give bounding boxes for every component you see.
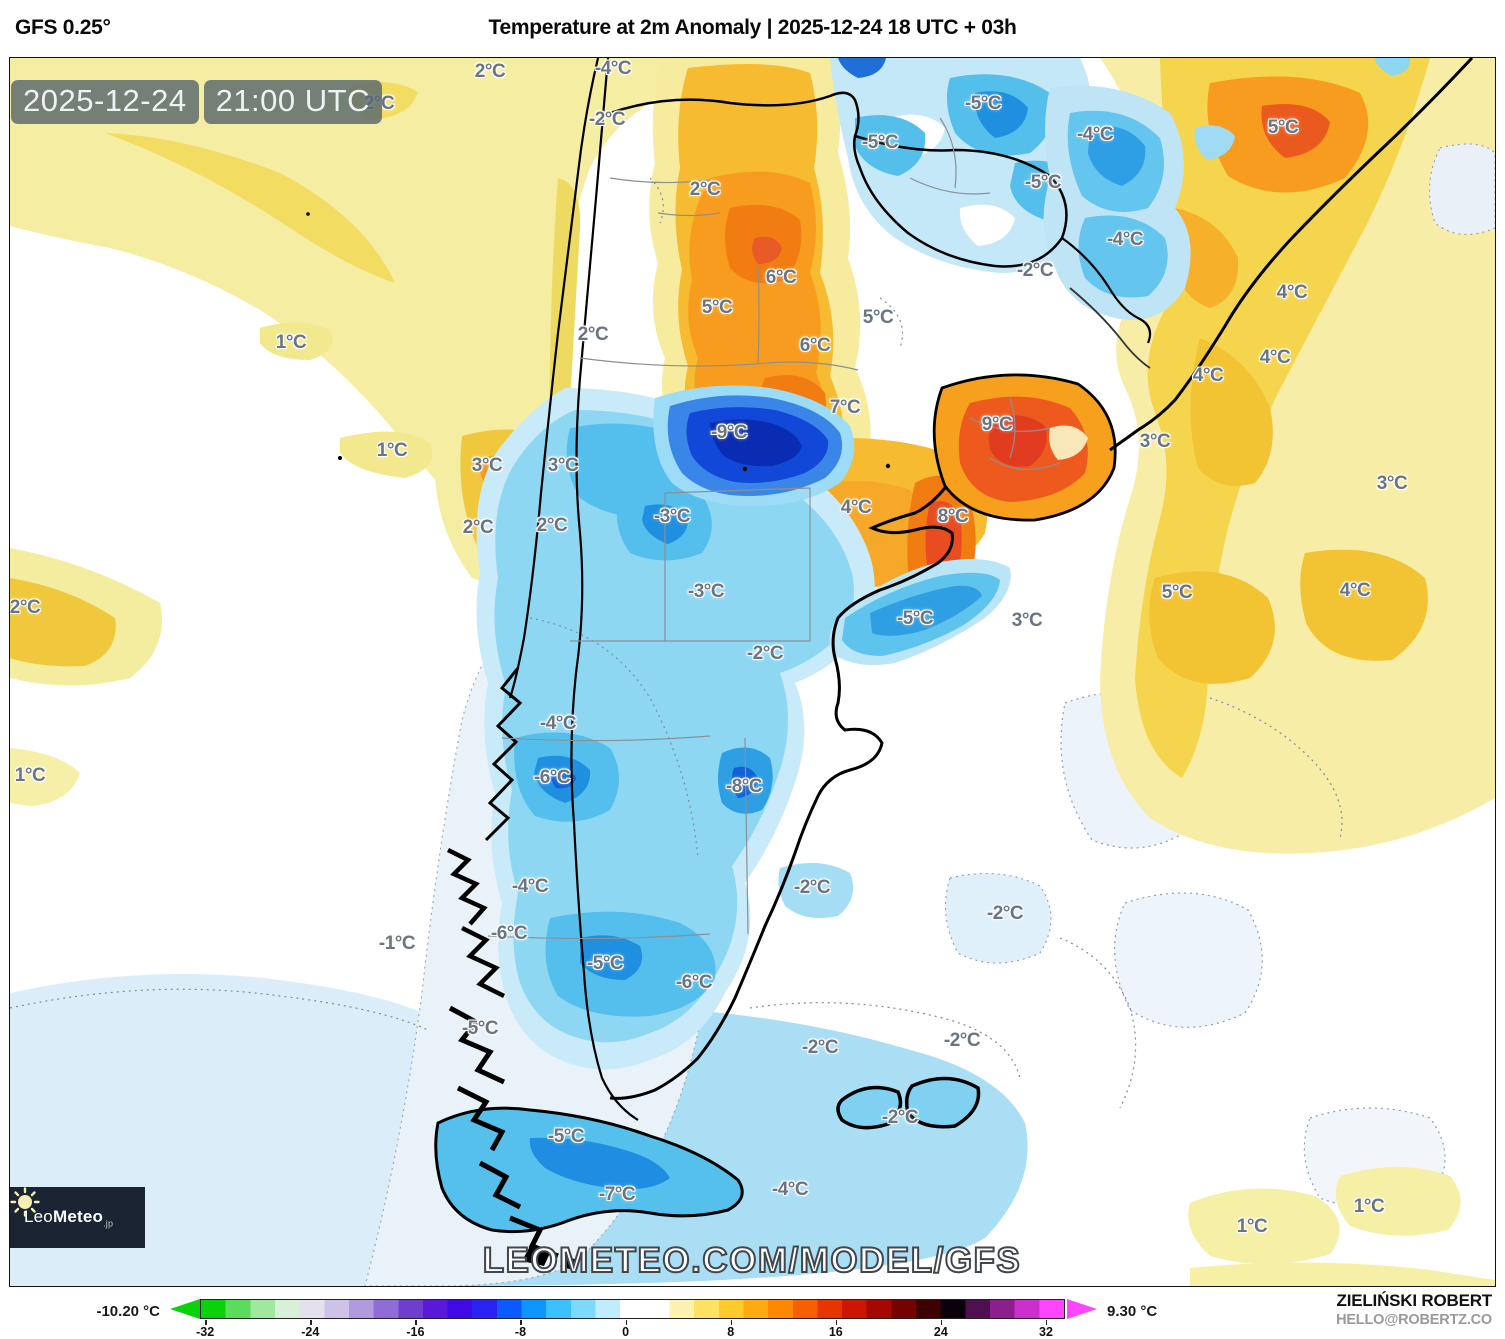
- small-islands: [306, 212, 891, 472]
- cold-anomaly-rio-de-la-plata: [829, 559, 1011, 666]
- timestamp-date: 2025-12-24: [11, 80, 199, 124]
- colorbar-footer: -10.20 °C -32 -24 -16 -8 0 8 16 24 32 9.30 °C ZI…: [0, 1287, 1505, 1339]
- warm-anomaly-uruguay: [934, 374, 1116, 521]
- anomaly-map-svg: [10, 58, 1495, 1286]
- coastlines: [446, 58, 1474, 1259]
- colorbar-max-value: 9.30 °C: [1107, 1303, 1158, 1320]
- colorbar-left-arrow: [170, 1299, 200, 1319]
- colorbar-tick-mark: [625, 1320, 628, 1325]
- colorbar-tick-mark: [520, 1320, 522, 1325]
- colorbar-tick-label: -32: [196, 1325, 215, 1339]
- cold-anomaly-patagonia: [476, 385, 875, 1070]
- author-name: ZIELIŃSKI ROBERT: [1336, 1291, 1493, 1310]
- warm-anomaly-atlantic: [1100, 58, 1495, 1286]
- anomaly-map: 2°C-4°C2°C-2°C-5°C-5°C-4°C5°C-5°C2°C-4°C…: [9, 57, 1496, 1287]
- sun-icon: [10, 1187, 40, 1217]
- colorbar-tick-label: -16: [406, 1325, 425, 1339]
- colorbar-tick-mark: [940, 1320, 943, 1325]
- logo-suffix: .jp: [103, 1218, 114, 1229]
- colorbar-tick-label: 32: [1039, 1325, 1053, 1339]
- model-name: GFS 0.25°: [15, 16, 111, 39]
- logo-word-leo: Leo: [24, 1206, 53, 1226]
- country-borders: [570, 58, 1152, 1121]
- title-bar: GFS 0.25° Temperature at 2m Anomaly | 20…: [0, 0, 1505, 57]
- falkland-islands: [836, 1076, 981, 1130]
- colorbar-min-value: -10.20 °C: [96, 1303, 160, 1320]
- attribution: ZIELIŃSKI ROBERT HELLO@ROBERTZ.CO: [1336, 1290, 1492, 1329]
- colorbar-tick-mark: [205, 1320, 207, 1325]
- colorbar-tick-label: -8: [514, 1325, 527, 1339]
- colorbar-gradient: [200, 1299, 1065, 1319]
- colorbar-tick-mark: [415, 1320, 417, 1325]
- watermark-url: LEOMETEO.COM/MODEL/GFS: [482, 1240, 1022, 1281]
- colorbar-tick-mark: [730, 1320, 733, 1325]
- colorbar-ticks: -32 -24 -16 -8 0 8 16 24 32: [196, 1319, 1065, 1339]
- colorbar-tick-label: 0: [622, 1325, 630, 1339]
- province-borders: [487, 117, 1061, 940]
- colorbar-tick-mark: [835, 1320, 838, 1325]
- colorbar-tick-label: -24: [301, 1325, 320, 1339]
- leometeo-logo: LeoMeteo.jp: [10, 1187, 145, 1248]
- colorbar-right-arrow: [1067, 1299, 1097, 1319]
- colorbar: -32 -24 -16 -8 0 8 16 24 32: [170, 1299, 1097, 1339]
- author-email: HELLO@ROBERTZ.CO: [1336, 1312, 1492, 1329]
- timestamp-time: 21:00 UTC: [203, 80, 382, 124]
- colorbar-tick-label: 16: [828, 1325, 843, 1339]
- colorbar-tick-label: 8: [727, 1325, 735, 1339]
- contour-lines: [10, 177, 1343, 1109]
- colorbar-tick-mark: [1045, 1320, 1048, 1325]
- colorbar-tick-mark: [310, 1320, 312, 1325]
- page-title: Temperature at 2m Anomaly | 2025-12-24 1…: [488, 16, 1017, 39]
- timestamp-overlay: 2025-12-24 21:00 UTC: [11, 80, 382, 124]
- logo-wordmark: LeoMeteo.jp: [24, 1207, 113, 1228]
- logo-word-meteo: Meteo: [52, 1206, 104, 1226]
- colorbar-tick-label: 24: [933, 1325, 948, 1339]
